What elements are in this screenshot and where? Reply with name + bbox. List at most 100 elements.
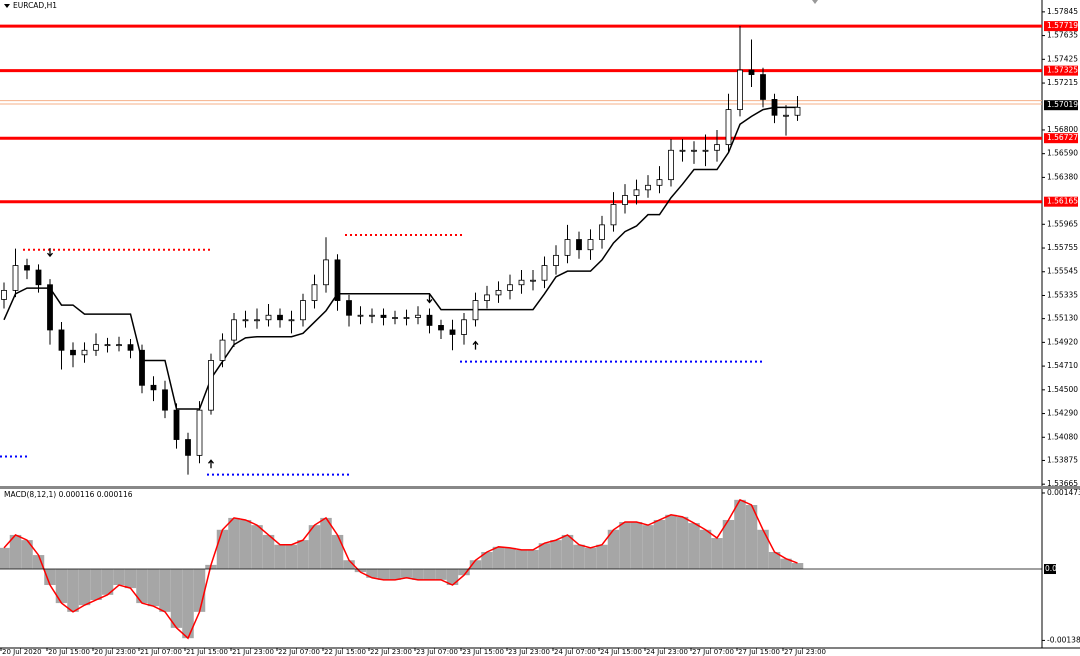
macd-bar	[745, 505, 758, 570]
candle-body	[357, 314, 364, 317]
candle-body	[24, 265, 30, 271]
current-price-box	[1044, 100, 1078, 111]
candle-body	[196, 409, 203, 456]
macd-bar	[159, 569, 171, 612]
y-tick-label: 1.56380	[1047, 172, 1078, 181]
macd-bar	[182, 569, 194, 639]
candle-body	[185, 439, 191, 456]
candle-body	[541, 265, 548, 281]
candle-body	[208, 360, 214, 411]
macd-bar	[446, 569, 459, 586]
macd-bar	[688, 523, 700, 570]
candle-body	[81, 349, 88, 356]
macd-bar	[297, 540, 309, 570]
level-label: 1.57325	[1047, 66, 1078, 75]
signal-arrow	[426, 294, 433, 304]
candle-body	[311, 284, 318, 301]
x-tick-label: 27 Jul 23:00	[784, 648, 826, 656]
macd-bar	[699, 529, 712, 570]
macd-bar	[630, 522, 643, 570]
macd-bar	[21, 540, 33, 570]
signal-arrow	[208, 459, 214, 469]
macd-bar	[251, 525, 263, 570]
macd-bar	[262, 534, 275, 570]
x-tick-label: 23 Jul 07:00	[416, 648, 458, 656]
macd-bar	[0, 547, 10, 570]
candle-body	[702, 149, 709, 152]
x-tick-label: 24 Jul 07:00	[554, 648, 596, 656]
x-tick-label: 23 Jul 15:00	[462, 648, 504, 656]
candle-body	[472, 300, 479, 321]
level-label-box	[1044, 196, 1078, 207]
macd-bar	[757, 529, 769, 570]
macd-bar	[665, 514, 677, 570]
candle-body	[495, 289, 502, 296]
y-tick-label: 1.55130	[1047, 314, 1078, 323]
candle-body	[242, 319, 249, 322]
candle-body	[449, 329, 456, 335]
candle-body	[564, 239, 571, 256]
level-label-box	[1044, 65, 1078, 76]
macd-bar	[492, 546, 505, 570]
macd-bar	[366, 569, 378, 578]
macd-bar	[607, 529, 620, 570]
y-tick-label: 1.55545	[1047, 267, 1078, 276]
candle-body	[150, 384, 157, 391]
candle-body	[576, 239, 582, 251]
macd-bar	[331, 534, 344, 570]
candle-body	[633, 189, 640, 196]
candle-body	[645, 184, 651, 191]
macd-bar	[354, 569, 367, 573]
macd-bar	[561, 534, 574, 570]
y-tick-label: 1.57845	[1047, 7, 1078, 16]
macd-bar	[435, 569, 447, 580]
macd-bar	[722, 519, 735, 570]
y-tick-label: 1.57215	[1047, 78, 1078, 87]
candle-body	[219, 339, 226, 361]
macd-bar	[412, 569, 424, 580]
macd-bar	[504, 547, 516, 570]
x-tick-label: 23 Jul 23:00	[508, 648, 550, 656]
macd-bar	[113, 569, 125, 586]
macd-bar	[538, 543, 551, 570]
candle-body	[507, 284, 513, 291]
macd-bar	[216, 529, 229, 570]
y-tick-label: 1.53665	[1047, 479, 1078, 488]
macd-bar	[389, 569, 401, 580]
macd-bar	[90, 569, 102, 600]
macd-bar	[469, 560, 482, 570]
candle-body	[104, 344, 111, 347]
candle-body	[518, 279, 525, 286]
x-tick-label: 20 Jul 15:00	[48, 648, 90, 656]
macd-bar	[308, 525, 321, 570]
macd-bar	[101, 569, 114, 595]
candle-body	[783, 114, 789, 117]
macd-bar	[147, 569, 160, 607]
y-tick-label: 1.55965	[1047, 219, 1078, 228]
y-tick-label: 1.53875	[1047, 455, 1078, 464]
candle-body	[771, 99, 778, 116]
candle-body	[668, 149, 674, 181]
candle-body	[173, 409, 180, 440]
current-price-label: 1.57019	[1047, 100, 1078, 109]
candle-body	[587, 239, 594, 251]
candle-body	[553, 254, 559, 266]
y-tick-label: 1.54710	[1047, 361, 1078, 370]
y-tick-label: 1.54920	[1047, 337, 1078, 346]
macd-bar	[170, 569, 183, 628]
macd-bar	[653, 519, 666, 570]
x-tick-label: 22 Jul 07:00	[278, 648, 320, 656]
candle-body	[265, 314, 272, 321]
macd-bar	[32, 555, 45, 570]
x-tick-label: 20 Jul 23:00	[94, 648, 136, 656]
y-tick-label: 1.55755	[1047, 243, 1078, 252]
macd-bar	[423, 569, 436, 580]
macd-bar	[55, 569, 68, 604]
x-tick-label: 20 Jul 2020	[2, 648, 42, 656]
candle-body	[461, 319, 467, 335]
macd-bar	[9, 534, 22, 570]
macd-title: MACD(8,12,1) 0.000116 0.000116	[4, 490, 133, 499]
candle-body	[323, 259, 329, 286]
x-tick-label: 21 Jul 23:00	[232, 648, 274, 656]
